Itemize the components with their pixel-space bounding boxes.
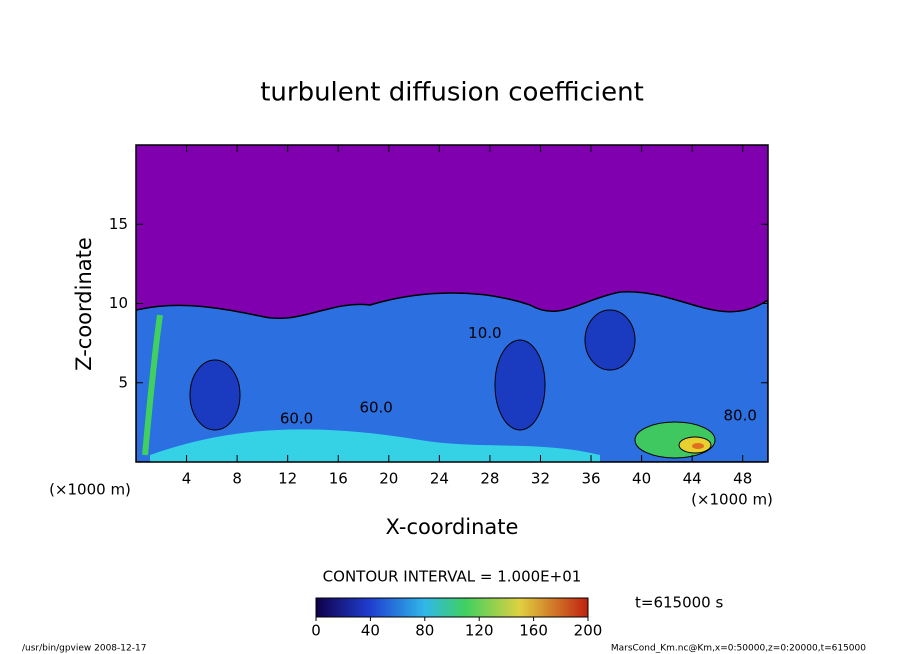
field-core [189,359,241,431]
field-streak [150,429,600,462]
contour-label: 60.0 [359,399,392,417]
time-label: t=615000 s [635,594,723,612]
chart-title: turbulent diffusion coefficient [260,78,644,108]
y-tick-label: 5 [118,373,128,391]
colorbar-tick-label: 80 [415,622,434,640]
footer-right: MarsCond_Km.nc@Km,x=0:50000,z=0:20000,t=… [611,644,866,654]
x-tick-label: 24 [430,470,449,488]
contour-label: 60.0 [280,410,313,428]
x-axis-label: X-coordinate [386,515,519,539]
y-axis-label: Z-coordinate [72,237,96,371]
x-tick-label: 8 [232,470,242,488]
field-core [494,339,546,431]
x-tick-label: 48 [733,470,752,488]
x-tick-label: 12 [278,470,297,488]
y-tick-label: 15 [109,215,128,233]
x-tick-label: 28 [480,470,499,488]
x-unit: (×1000 m) [691,491,773,509]
colorbar [315,597,589,618]
field-core [584,309,636,371]
x-tick-label: 36 [581,470,600,488]
field-patch [692,443,704,449]
colorbar-tick-label: 160 [519,622,548,640]
x-tick-label: 16 [329,470,348,488]
colorbar-tick-label: 40 [361,622,380,640]
contour-field [136,145,768,462]
x-tick-label: 40 [632,470,651,488]
contour-label: 10.0 [468,324,501,342]
y-tick-label: 10 [109,294,128,312]
x-tick-label: 20 [379,470,398,488]
x-tick-label: 32 [531,470,550,488]
colorbar-tick-label: 0 [311,622,321,640]
y-unit: (×1000 m) [49,481,131,499]
contour-interval: CONTOUR INTERVAL = 1.000E+01 [323,568,582,586]
field-streak [142,314,163,456]
contour-label: 80.0 [723,407,756,425]
x-tick-label: 44 [683,470,702,488]
colorbar-tick-label: 120 [465,622,494,640]
x-tick-label: 4 [182,470,192,488]
colorbar-tick-label: 200 [574,622,603,640]
footer-left: /usr/bin/gpview 2008-12-17 [22,644,146,654]
